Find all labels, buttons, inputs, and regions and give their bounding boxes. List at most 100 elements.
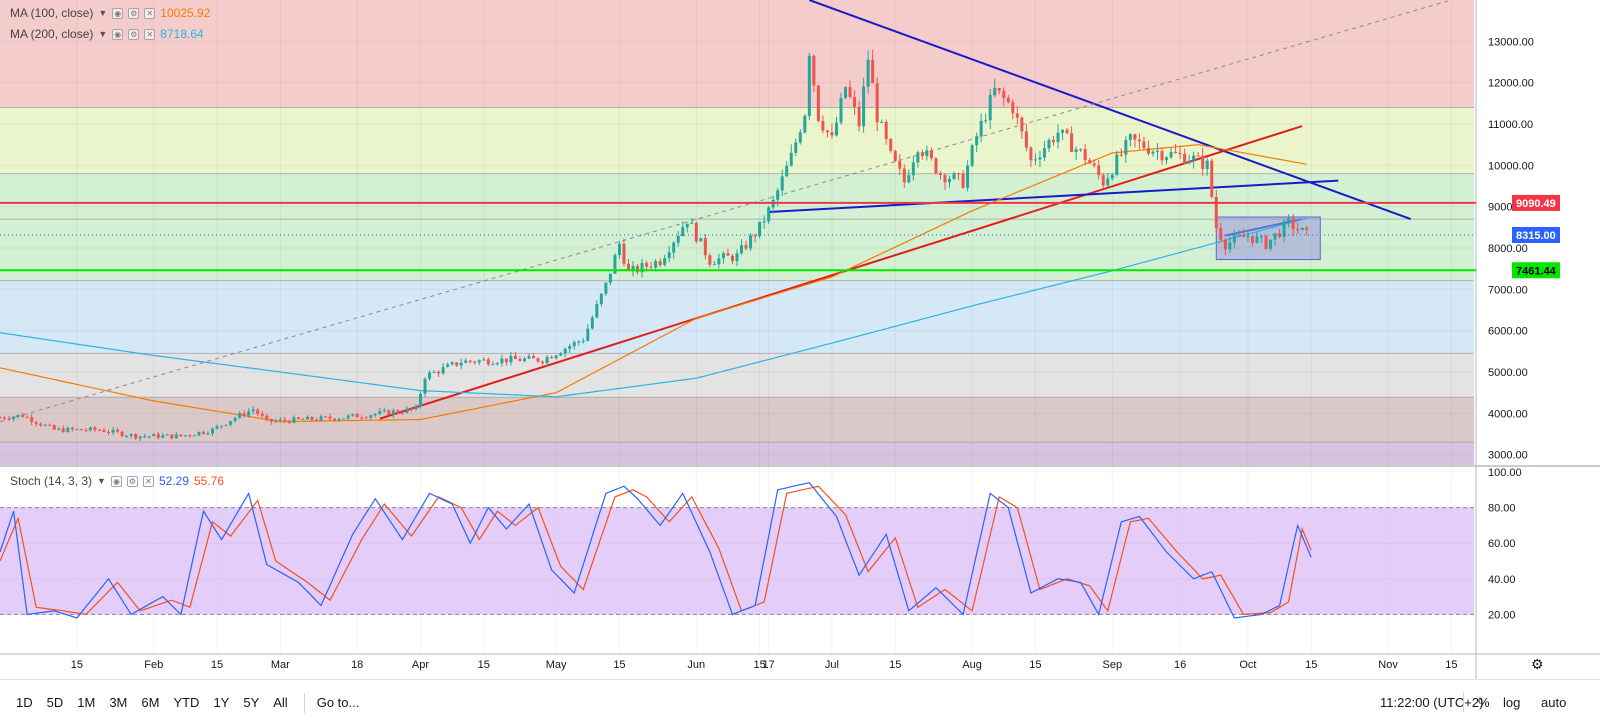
candle (30, 414, 34, 426)
eye-icon[interactable]: ◉ (112, 7, 124, 19)
candle (1232, 229, 1236, 249)
candle (378, 407, 382, 416)
candle (1169, 147, 1173, 159)
candle (504, 358, 508, 366)
price-tick-label: 13000.00 (1488, 36, 1534, 48)
candle (730, 253, 734, 265)
candle (721, 251, 725, 264)
candle-body (522, 358, 526, 362)
timeframe-6m-button[interactable]: 6M (141, 695, 160, 710)
chart-canvas[interactable]: 3000.00 4000.00 5000.00 6000.00 7000.00 8000.… (0, 0, 1600, 679)
close-icon[interactable]: ✕ (142, 475, 154, 487)
candle (174, 431, 178, 439)
candle-body (676, 235, 680, 243)
candle (21, 412, 25, 418)
ma200-legend[interactable]: MA (200, close) ▼ ◉ ⚙ ✕ 8718.64 (10, 27, 204, 41)
eye-icon[interactable]: ◉ (112, 28, 124, 40)
candle-body (1020, 117, 1024, 132)
candle-body (708, 255, 712, 265)
candle (595, 300, 599, 319)
candle-body (871, 59, 875, 84)
candle (821, 115, 825, 134)
candle-body (48, 424, 52, 426)
close-icon[interactable]: ✕ (144, 7, 156, 19)
candle (690, 218, 694, 224)
bottom-toolbar: 1D 5D 1M 3M 6M YTD 1Y 5Y All Go to... 11… (0, 679, 1600, 725)
timeframe-1m-button[interactable]: 1M (77, 695, 96, 710)
timeframe-all-button[interactable]: All (273, 695, 288, 710)
candle (658, 258, 662, 268)
timeframe-1d-button[interactable]: 1D (16, 695, 33, 710)
candle-body (1187, 160, 1191, 164)
candle (966, 160, 970, 192)
candle-body (934, 158, 938, 174)
candle-body (830, 132, 834, 136)
candle-body (301, 418, 305, 420)
gear-icon[interactable]: ⚙ (126, 475, 138, 487)
percent-scale-button[interactable]: % (1478, 695, 1490, 710)
price-tick-label: 3000.00 (1488, 450, 1528, 462)
candle (844, 86, 848, 100)
candle (500, 354, 504, 367)
candle-body (1246, 236, 1250, 238)
candle-body (0, 417, 2, 419)
timeframe-5d-button[interactable]: 5D (46, 695, 64, 710)
eye-icon[interactable]: ◉ (110, 475, 122, 487)
gear-icon[interactable]: ⚙ (128, 28, 140, 40)
candle-body (590, 317, 594, 329)
candle (563, 347, 567, 358)
candle (464, 358, 468, 364)
candle (48, 423, 52, 426)
close-icon[interactable]: ✕ (144, 28, 156, 40)
candle (0, 415, 2, 419)
candle-body (66, 427, 70, 433)
timeframe-5y-button[interactable]: 5Y (243, 695, 260, 710)
candle-body (699, 238, 703, 242)
chevron-down-icon[interactable]: ▼ (98, 8, 108, 18)
timeframe-ytd-button[interactable]: YTD (173, 695, 200, 710)
candle-body (957, 173, 961, 175)
candle (1192, 151, 1196, 169)
candle (414, 404, 418, 411)
candle-body (541, 361, 545, 363)
candle-body (274, 420, 278, 422)
candle (767, 205, 771, 224)
stoch-legend[interactable]: Stoch (14, 3, 3) ▼ ◉ ⚙ ✕ 52.29 55.76 (10, 474, 224, 488)
gear-icon[interactable]: ⚙ (128, 7, 140, 19)
candle (509, 352, 513, 366)
candle-body (1006, 97, 1010, 103)
candle (834, 116, 838, 137)
candle (1174, 143, 1178, 154)
candle-body (378, 411, 382, 414)
chevron-down-icon[interactable]: ▼ (98, 29, 108, 39)
candle-body (201, 431, 205, 434)
clock-readout[interactable]: 11:22:00 (UTC+2) (1380, 695, 1484, 710)
stoch-band (0, 507, 1474, 615)
candle (522, 356, 526, 363)
chevron-down-icon[interactable]: ▼ (97, 476, 106, 486)
log-scale-button[interactable]: log (1503, 695, 1521, 710)
candle-body (658, 261, 662, 265)
candle (120, 430, 124, 438)
candle (455, 362, 459, 367)
candle (1296, 222, 1300, 235)
candle-body (355, 414, 359, 418)
candle-body (816, 85, 820, 121)
candle-body (640, 263, 644, 273)
candle (717, 253, 721, 269)
ma100-legend[interactable]: MA (100, close) ▼ ◉ ⚙ ✕ 10025.92 (10, 6, 210, 20)
candle (342, 418, 346, 420)
auto-scale-button[interactable]: auto (1541, 695, 1567, 710)
candle-body (762, 221, 766, 223)
gear-icon[interactable]: ⚙ (1531, 656, 1544, 672)
time-tick-label: 15 (478, 659, 490, 671)
stoch-k-line (0, 482, 1312, 619)
candle (301, 417, 305, 420)
candle (871, 49, 875, 84)
candle-body (636, 266, 640, 273)
goto-button[interactable]: Go to... (316, 695, 360, 710)
timeframe-1y-button[interactable]: 1Y (213, 695, 230, 710)
timeframe-3m-button[interactable]: 3M (109, 695, 128, 710)
candle-body (432, 371, 436, 373)
